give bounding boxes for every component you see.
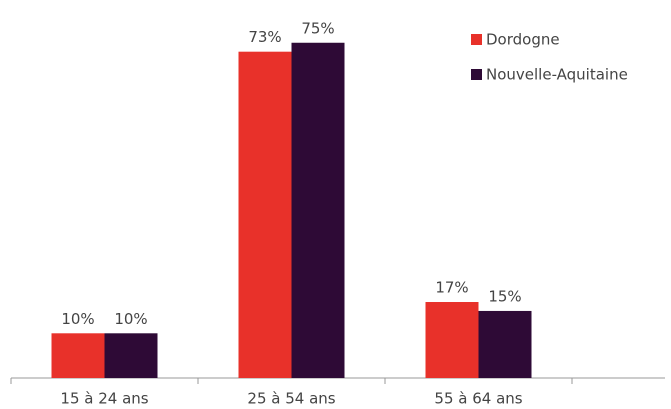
legend-swatch (471, 34, 482, 45)
bar (51, 333, 105, 378)
x-tick-label: 15 à 24 ans (60, 390, 148, 408)
legend-swatch (471, 69, 482, 80)
bar (238, 51, 292, 378)
data-label: 10% (61, 310, 94, 328)
x-tick-label: 25 à 54 ans (247, 390, 335, 408)
bar (425, 302, 479, 378)
legend-label: Nouvelle-Aquitaine (486, 66, 628, 84)
data-label: 10% (114, 310, 147, 328)
data-label: 17% (435, 279, 468, 297)
bar (478, 310, 532, 378)
data-label: 75% (301, 19, 334, 37)
x-tick-label: 55 à 64 ans (434, 390, 522, 408)
data-label: 73% (248, 28, 281, 46)
legend-label: Dordogne (486, 31, 560, 49)
bar (104, 333, 158, 378)
bar (291, 42, 345, 378)
data-label: 15% (488, 287, 521, 305)
